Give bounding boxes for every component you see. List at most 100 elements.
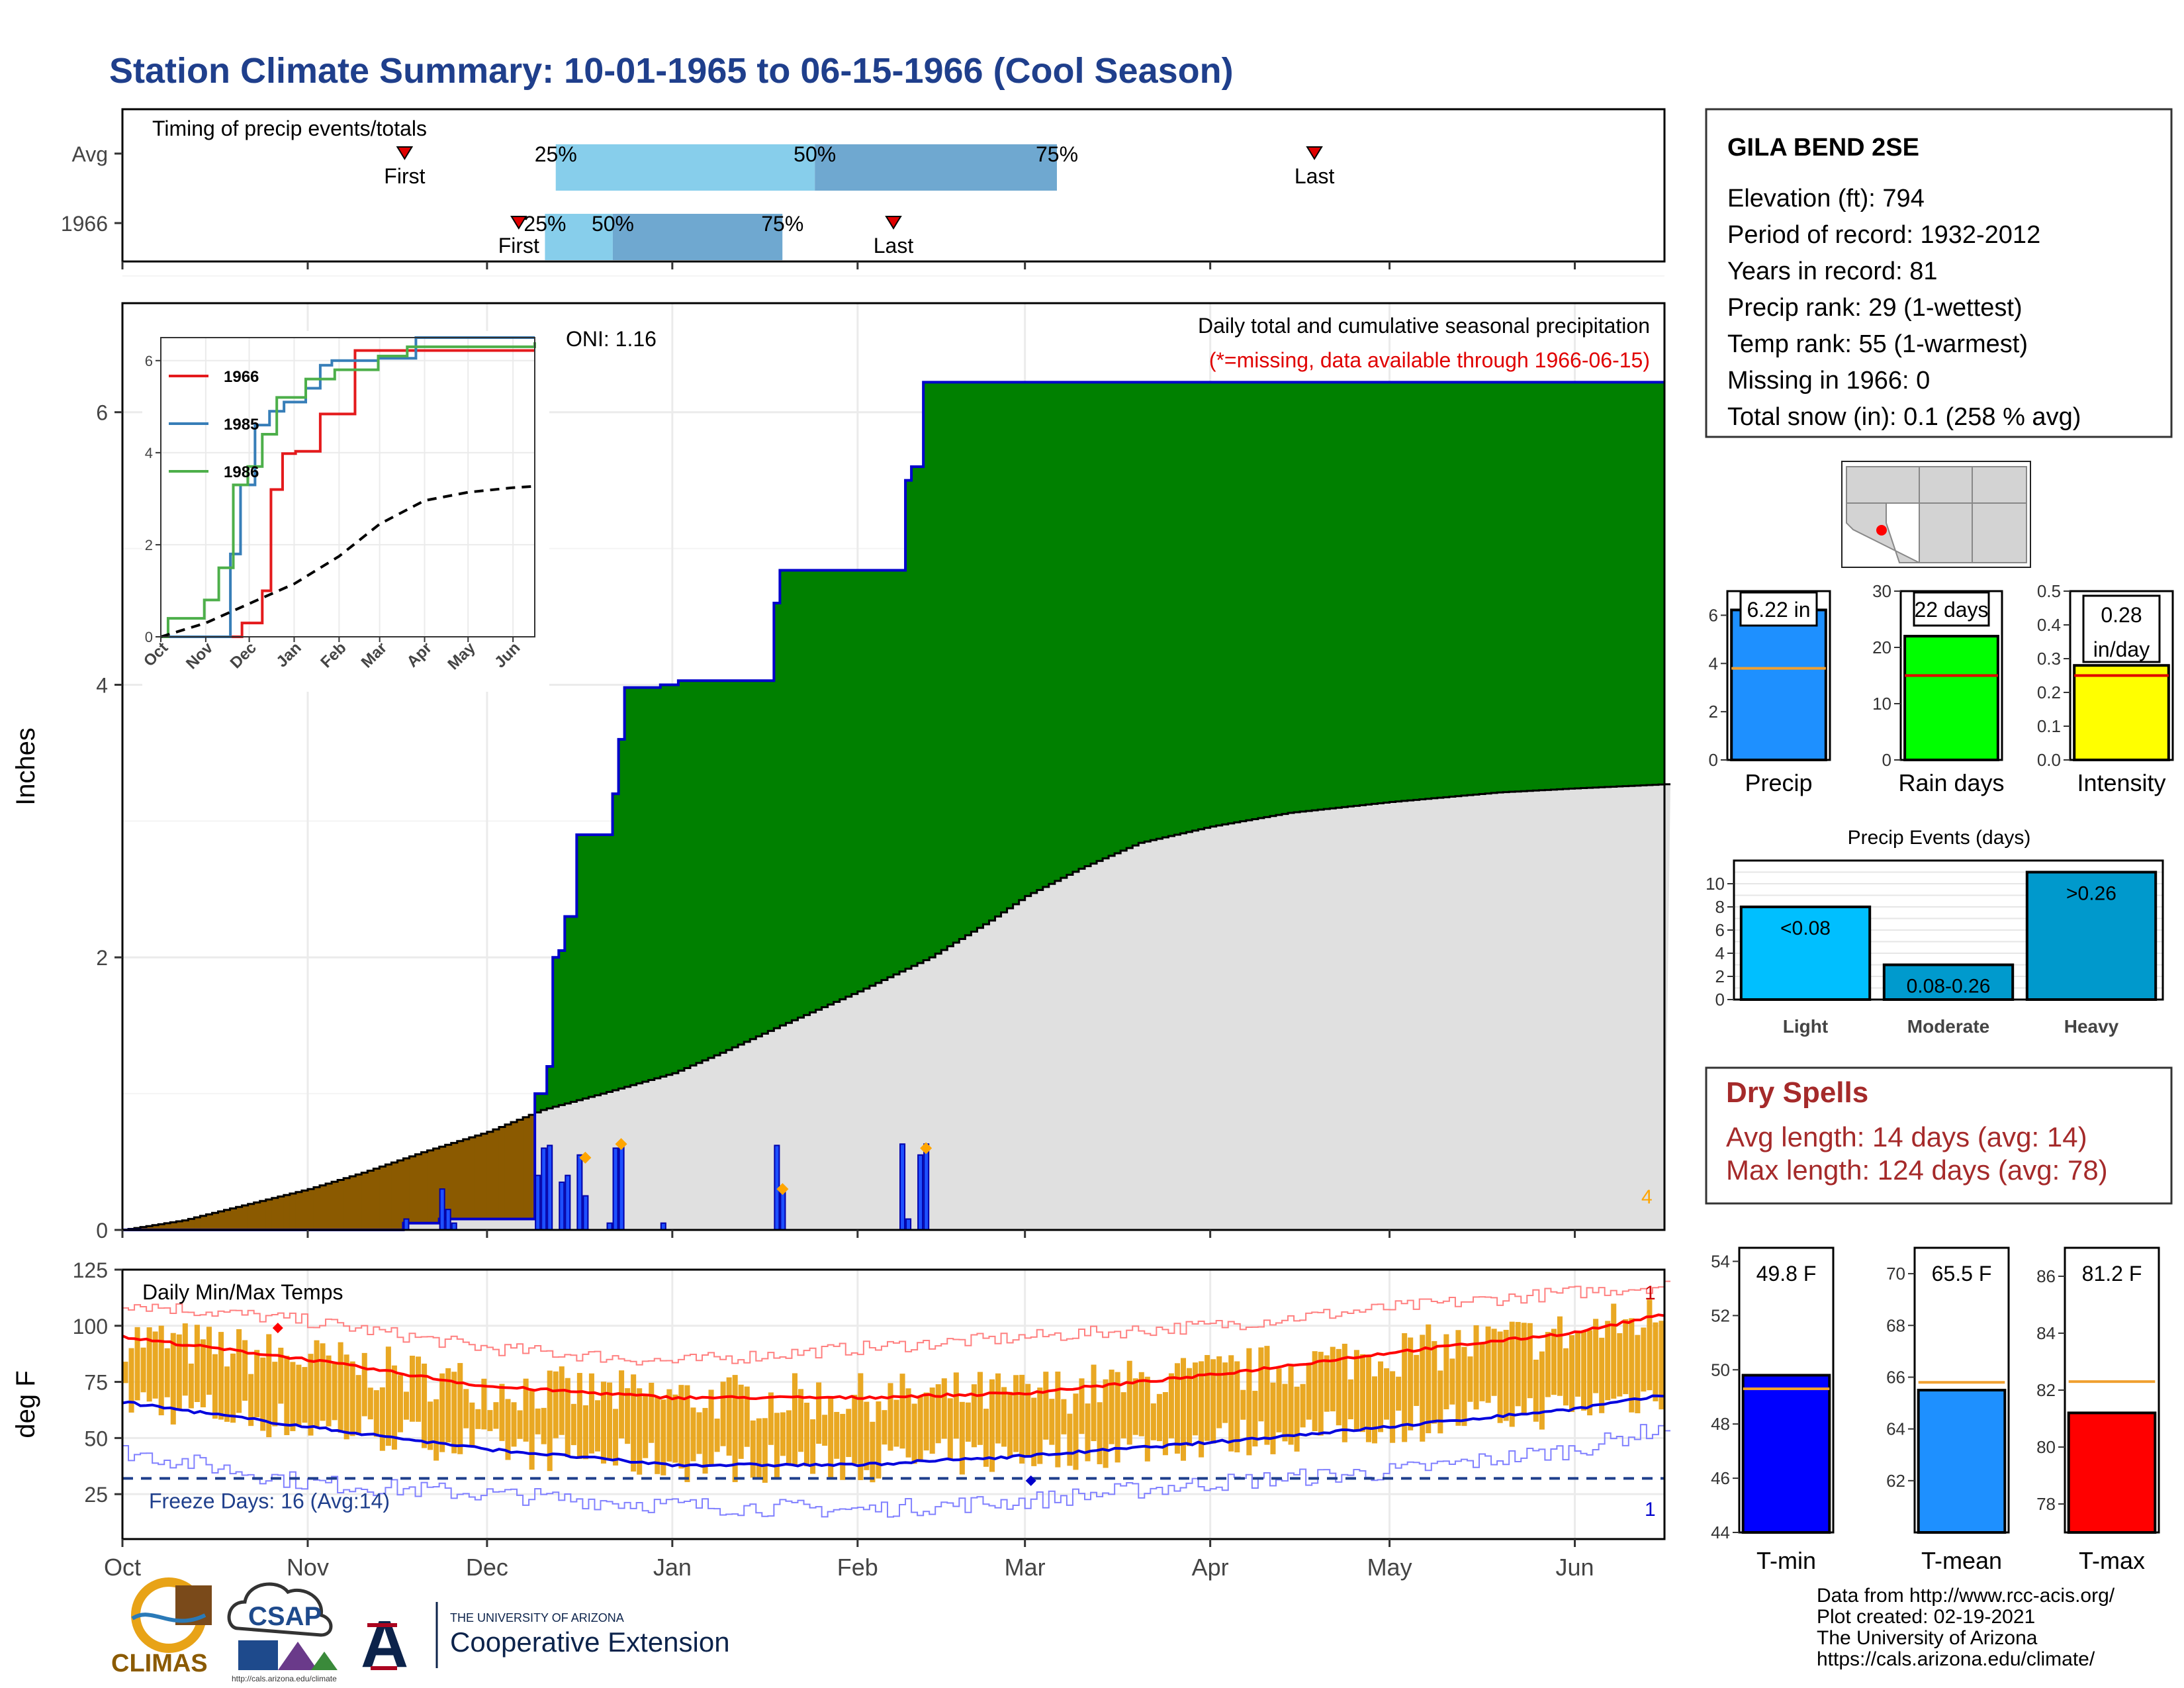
daily-temp-bar [499,1383,505,1441]
surplus-area-segment [570,916,577,1102]
daily-temp-bar [828,1397,834,1479]
daily-temp-bar [553,1371,559,1438]
timing-last-label: Last [874,234,914,258]
freeze-days-label: Freeze Days: 16 (Avg:14) [149,1489,390,1513]
daily-temp-bar [971,1384,977,1448]
daily-temp-bar [858,1373,864,1480]
precip-events-category: Heavy [2064,1016,2119,1037]
daily-temp-bar [1437,1370,1443,1434]
surplus-area-segment [959,382,966,939]
daily-temp-bar [284,1356,290,1435]
surplus-area-segment [1126,382,1133,849]
surplus-area-segment [678,680,685,1071]
daily-temp-bar [792,1373,798,1466]
daily-temp-bar [565,1378,570,1458]
daily-temp-bar [355,1375,361,1436]
surplus-area-segment [744,680,751,1042]
daily-temp-bar [152,1331,158,1399]
daily-temp-bar [870,1421,876,1483]
temp-summary-t-max-y-tick-label: 78 [2036,1494,2056,1514]
missing-count-label: 4 [1641,1186,1653,1208]
daily-temp-bar [1449,1358,1455,1405]
main-y-axis-label: Inches [11,727,40,806]
normal-low-line [122,1394,1665,1468]
daily-temp-bar [224,1366,230,1422]
surplus-area-segment [1109,382,1115,856]
temp-summary-t-mean-y-tick-label: 64 [1886,1419,1905,1439]
surplus-area-segment [1353,382,1361,806]
surplus-area-segment [1377,382,1385,804]
daily-precip-marker [920,1142,933,1154]
climas-logo: CLIMAS [111,1577,212,1677]
surplus-area-segment [1078,382,1085,869]
daily-temp-bar [714,1419,720,1452]
surplus-area-segment [1120,382,1127,851]
surplus-area-segment [827,570,835,1005]
inset-plot-bg [161,338,535,637]
daily-temp-bar [1234,1361,1240,1453]
surplus-area-segment [768,680,774,1031]
deficit-area-segment [176,1221,183,1230]
daily-temp-bar [600,1382,607,1464]
daily-temp-bar [1353,1350,1359,1431]
daily-temp-bar [1222,1362,1228,1423]
daily-temp-bar [367,1387,373,1420]
main-y-tick-label: 6 [96,401,108,425]
temp-summary-t-mean-y-tick-label: 66 [1886,1367,1905,1387]
daily-temp-bar [864,1401,870,1470]
daily-temp-bar [1025,1383,1031,1457]
daily-temp-bar [391,1365,397,1450]
summary-rain-days-y-tick-label: 20 [1872,637,1891,657]
daily-temp-bar [397,1375,403,1432]
surplus-area-segment [1228,382,1235,823]
daily-temp-bar [1270,1382,1276,1454]
daily-temp-bar [1653,1322,1659,1401]
daily-temp-bar [899,1374,905,1449]
deficit-area-segment [517,1119,523,1219]
deficit-area-segment [415,1154,422,1223]
daily-temp-bar [1659,1321,1664,1410]
summary-precip-y-tick-label: 0 [1709,750,1718,770]
surplus-area-segment [636,687,643,1084]
surplus-area-segment [1150,382,1157,841]
deficit-area-segment [283,1195,291,1230]
surplus-area-segment [905,480,912,969]
daily-temp-bar [1031,1397,1037,1466]
daily-temp-bar [804,1403,810,1467]
surplus-area-segment [1312,382,1318,811]
precip-events-bar-label: <0.08 [1780,917,1831,939]
daily-temp-bar [840,1413,846,1480]
daily-temp-bar [170,1333,176,1425]
daily-temp-bar [750,1420,756,1478]
daily-temp-bar [416,1356,422,1422]
surplus-area-segment [565,916,571,1103]
surplus-area-segment [971,382,978,932]
deficit-area-segment [498,1127,506,1219]
surplus-area-segment [1174,382,1181,835]
deficit-area-segment [307,1189,314,1230]
precip-events-bar-label: >0.26 [2066,883,2116,905]
daily-temp-bar [1420,1335,1426,1442]
csap-logo: CSAP http://cals.arizona.edu/climate [227,1582,338,1683]
timing-row-label: 1966 [61,212,108,236]
daily-temp-bar [720,1382,726,1446]
surplus-area-segment [1294,382,1300,813]
station-line-precip-rank: Precip rank: 29 (1-wettest) [1727,294,2023,322]
daily-temp-bar [1187,1368,1193,1446]
station-info-box: GILA BEND 2SE Elevation (ft): 794 Period… [1705,108,2173,438]
temp-summary-t-max-label: T-max [2079,1547,2145,1574]
daily-temp-bar [266,1334,272,1438]
timing-q75-label: 75% [761,212,803,236]
surplus-area-segment [1383,382,1390,803]
surplus-area-segment [1246,382,1253,821]
temp-summary-t-mean-y-tick-label: 68 [1886,1315,1905,1335]
surplus-area-segment [851,570,858,994]
surplus-area-segment [995,382,1002,917]
timing-title: Timing of precip events/totals [152,117,427,140]
deficit-area-segment [451,1143,458,1219]
daily-temp-bar [403,1391,409,1420]
daily-temp-bar [780,1412,786,1456]
daily-temp-bar [1312,1351,1318,1431]
surplus-area-segment [1515,382,1522,792]
